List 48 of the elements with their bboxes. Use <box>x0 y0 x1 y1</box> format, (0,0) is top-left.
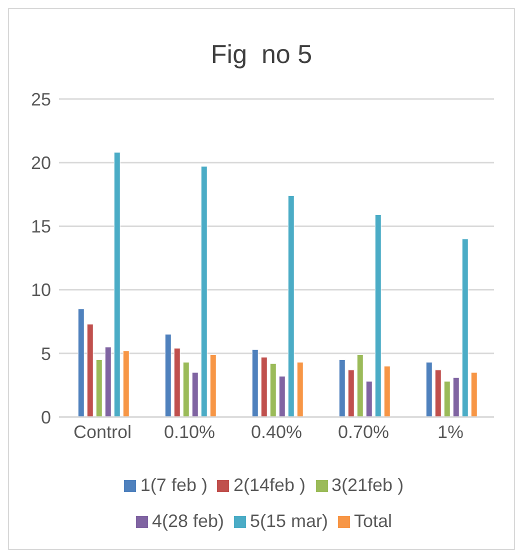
legend-label: 3(21feb ) <box>332 475 404 495</box>
bar <box>426 362 432 417</box>
bar <box>434 370 442 417</box>
bar <box>384 366 390 417</box>
bar <box>122 350 130 417</box>
y-tick-label: 20 <box>30 152 51 173</box>
bar <box>270 363 276 417</box>
y-tick-label: 25 <box>30 89 51 110</box>
bar <box>164 334 172 417</box>
x-tick-label: 1% <box>437 422 464 442</box>
bar <box>192 372 198 417</box>
x-tick-label: Control <box>73 422 132 442</box>
legend-label: 5(15 mar) <box>250 511 328 531</box>
bar <box>338 360 346 417</box>
bar <box>86 324 94 417</box>
legend-label: Total <box>354 511 392 531</box>
bar <box>366 381 372 417</box>
bar <box>78 308 84 417</box>
y-tick-label: 10 <box>30 280 51 300</box>
bar <box>356 354 364 417</box>
bar <box>444 381 450 417</box>
x-tick-label: 0.70% <box>338 422 390 442</box>
bar <box>374 214 382 417</box>
bar <box>252 349 258 417</box>
bar <box>96 360 102 417</box>
bar <box>296 362 304 417</box>
bar <box>470 372 478 417</box>
bar <box>462 238 468 417</box>
bar <box>278 376 286 417</box>
bar <box>182 362 190 417</box>
bar <box>200 166 208 417</box>
x-tick-label: 0.10% <box>164 422 216 442</box>
bar <box>452 377 460 417</box>
y-tick-label: 15 <box>30 216 51 237</box>
bar <box>174 348 180 417</box>
bar <box>348 370 354 417</box>
legend-label: 1(7 feb ) <box>140 475 208 495</box>
legend-label: 2(14feb ) <box>233 475 306 495</box>
chart-title: Fig no 5 <box>210 38 314 71</box>
bar <box>210 354 216 417</box>
bar <box>104 346 112 417</box>
bar <box>260 356 268 417</box>
bar <box>288 195 294 417</box>
legend-label: 4(28 feb) <box>152 511 224 531</box>
y-tick-label: 5 <box>40 344 51 364</box>
x-tick-label: 0.40% <box>250 422 302 442</box>
y-tick-label: 0 <box>40 407 51 428</box>
bar <box>114 152 120 417</box>
